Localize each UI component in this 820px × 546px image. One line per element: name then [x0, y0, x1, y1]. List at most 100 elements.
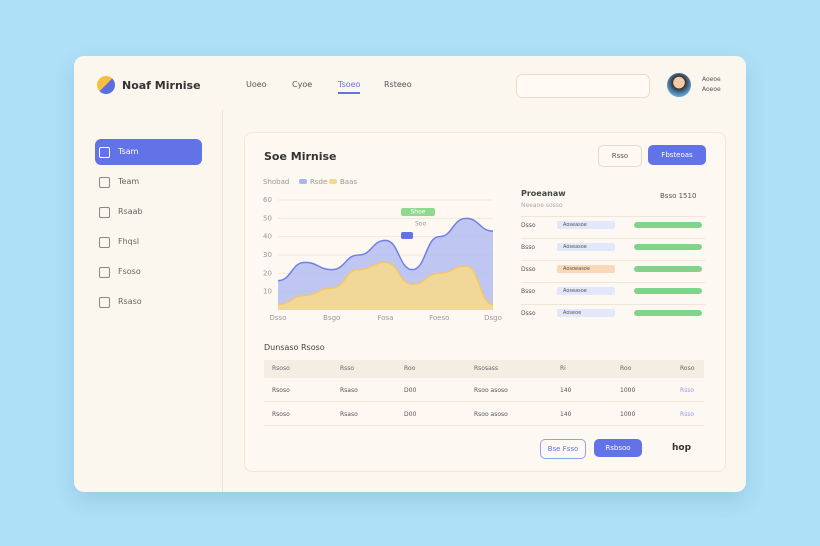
sidebar [74, 110, 223, 492]
row-label: Bsso [521, 288, 536, 295]
table-title: Dunsaso Rsoso [264, 343, 325, 352]
nav-item[interactable]: Tsam [118, 147, 139, 156]
y-tick-label: 50 [263, 214, 272, 222]
pagination[interactable]: hop [672, 443, 692, 453]
divider [264, 401, 704, 402]
table-header: Ri [560, 365, 566, 372]
table-header: Roo [620, 365, 632, 372]
table-cell: 140 [560, 411, 572, 418]
legend-label: Rsde [310, 178, 327, 186]
nav-link[interactable]: Uoeo [246, 80, 267, 89]
nav-item[interactable]: Fhqsl [118, 237, 140, 246]
legend-label: Baas [340, 178, 357, 186]
nav-icon [99, 207, 110, 218]
x-tick-label: Foeso [429, 314, 449, 322]
tooltip [401, 232, 413, 239]
y-tick-label: 10 [263, 288, 272, 296]
table-cell: Rsoo asoso [474, 411, 508, 418]
progress [634, 288, 702, 294]
nav-item-active[interactable] [95, 139, 202, 165]
table-cell: 1000 [620, 387, 636, 394]
legend-swatch [299, 179, 307, 184]
table-cell: D00 [404, 411, 417, 418]
badge: Aoseasoe [557, 243, 615, 251]
y-tick-label: 30 [263, 251, 272, 259]
list-meta: Bsso 1510 [660, 192, 697, 200]
panel-title: Soe Mirnise [264, 150, 337, 163]
row-label: Dsso [521, 310, 536, 317]
nav-link[interactable]: Tsoeo [338, 80, 361, 94]
area [278, 262, 493, 310]
nav-item[interactable]: Team [118, 177, 140, 186]
badge: Aoseoe [557, 309, 615, 317]
table-cell: Rsaso [340, 387, 358, 394]
table-cell: Rsso [680, 387, 695, 394]
badge: Aoseasoe [557, 221, 615, 229]
table-header: Roo [404, 365, 416, 372]
divider [521, 260, 705, 261]
table-cell: Rsoso [272, 387, 290, 394]
brand: Noaf Mirnise [122, 79, 201, 92]
nav-icon [99, 177, 110, 188]
progress [634, 310, 702, 316]
nav-item[interactable]: Rsaso [118, 297, 142, 306]
legend-swatch [329, 179, 337, 184]
table-cell: 140 [560, 387, 572, 394]
divider [521, 304, 705, 305]
progress [634, 222, 702, 228]
button[interactable]: Rsso [598, 145, 642, 167]
y-tick-label: 40 [263, 233, 272, 241]
table-header-bg [264, 360, 704, 378]
row-label: Dsso [521, 222, 536, 229]
divider [264, 425, 704, 426]
annotation: Soo [415, 221, 426, 228]
list-title: Proeanaw [521, 189, 566, 198]
nav-icon [99, 297, 110, 308]
line [277, 217, 494, 282]
search[interactable] [516, 74, 650, 98]
button[interactable]: Rsbsoo [594, 439, 642, 457]
nav-item[interactable]: Fsoso [118, 267, 141, 276]
table-cell: Rsso [680, 411, 695, 418]
logo [97, 76, 115, 94]
row-label: Dsso [521, 266, 536, 273]
badge: Aoseasoe [557, 287, 615, 295]
table-header: Rsosass [474, 365, 499, 372]
row-label: Bsso [521, 244, 536, 251]
avatar[interactable] [667, 73, 691, 97]
list-subtitle: Neeaoe sosso [521, 202, 563, 209]
progress [634, 244, 702, 250]
table-cell: Rsoso [272, 411, 290, 418]
table-header: Roso [680, 365, 695, 372]
x-tick-label: Dsso [270, 314, 287, 322]
x-tick-label: Fosa [378, 314, 394, 322]
button[interactable]: Bse Fsso [540, 439, 586, 459]
nav-icon [99, 237, 110, 248]
chart: Shobad Rsde Baas 10 20 30 40 50 60 Dsso Bsgo Fosa Fo… [263, 178, 502, 322]
nav-link[interactable]: Rsteeo [384, 80, 412, 89]
button[interactable]: Fbsteoas [648, 145, 706, 165]
table-cell: 1000 [620, 411, 636, 418]
badge: Aosoeasoe [557, 265, 615, 273]
annotation: Shoe [411, 209, 426, 216]
nav-icon [99, 267, 110, 278]
divider [521, 216, 705, 217]
y-tick-label: 20 [263, 269, 272, 277]
table-header: Rsso [340, 365, 355, 372]
nav-link[interactable]: Cyoe [292, 80, 313, 89]
x-tick-label: Bsgo [323, 314, 340, 322]
table-cell: Rsoo asoso [474, 387, 508, 394]
divider [521, 282, 705, 283]
chart-label: Shobad [263, 178, 289, 186]
progress [634, 266, 702, 272]
tooltip [401, 208, 435, 216]
user-role: Aoeoe [702, 86, 721, 93]
nav-item[interactable]: Rsaab [118, 207, 143, 216]
table-header: Rsoso [272, 365, 290, 372]
x-tick-label: Dsgo [484, 314, 502, 322]
nav-icon [99, 147, 110, 158]
table-cell: Rsaso [340, 411, 358, 418]
divider [521, 238, 705, 239]
table-cell: D00 [404, 387, 417, 394]
